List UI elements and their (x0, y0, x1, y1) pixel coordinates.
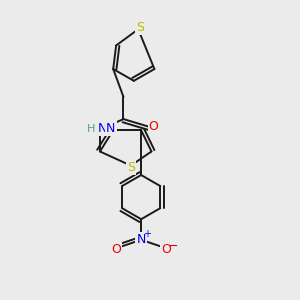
Text: O: O (148, 120, 158, 133)
Text: N: N (136, 233, 146, 246)
Text: +: + (143, 229, 151, 239)
Text: N: N (106, 122, 116, 135)
Text: −: − (168, 240, 178, 253)
Text: S: S (127, 161, 135, 175)
Text: H: H (87, 124, 95, 134)
Text: O: O (161, 243, 171, 256)
Text: O: O (111, 243, 121, 256)
Text: S: S (136, 21, 144, 34)
Text: N: N (98, 122, 107, 135)
